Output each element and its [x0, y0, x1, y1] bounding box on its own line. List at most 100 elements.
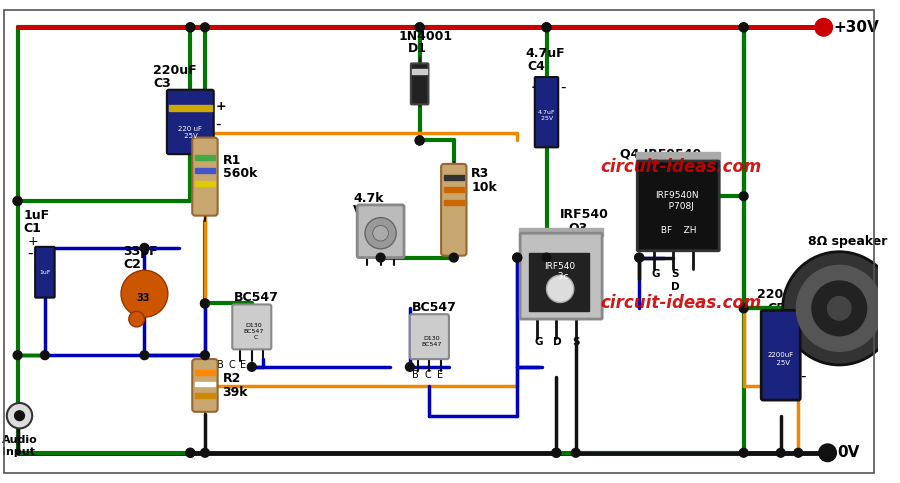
Bar — [195, 393, 215, 398]
Bar — [529, 253, 590, 311]
Text: 1uF: 1uF — [23, 209, 50, 222]
Text: 1N4001: 1N4001 — [398, 29, 453, 43]
Bar — [444, 187, 464, 192]
Text: 2200uF: 2200uF — [757, 288, 810, 301]
Text: BC547: BC547 — [412, 301, 456, 314]
Text: +: + — [531, 81, 542, 94]
Circle shape — [777, 448, 785, 457]
Circle shape — [121, 270, 168, 317]
Bar — [519, 228, 603, 236]
FancyBboxPatch shape — [761, 310, 800, 400]
FancyBboxPatch shape — [166, 90, 213, 154]
FancyBboxPatch shape — [193, 359, 218, 412]
Text: G: G — [652, 269, 661, 279]
Text: C4: C4 — [527, 60, 544, 73]
FancyBboxPatch shape — [441, 164, 466, 256]
Bar — [444, 175, 464, 180]
Circle shape — [186, 448, 194, 457]
FancyBboxPatch shape — [411, 63, 428, 104]
Text: Q1: Q1 — [242, 304, 261, 317]
Circle shape — [739, 23, 748, 32]
Bar — [195, 191, 215, 196]
Bar — [195, 155, 215, 160]
Text: +: + — [27, 236, 38, 248]
Circle shape — [186, 23, 194, 32]
Text: C: C — [229, 360, 235, 370]
Text: -: - — [27, 246, 32, 261]
FancyBboxPatch shape — [520, 233, 602, 319]
FancyBboxPatch shape — [410, 314, 449, 359]
Text: C1: C1 — [23, 222, 41, 235]
Text: D130
BC547: D130 BC547 — [421, 336, 442, 347]
Text: 560k: 560k — [222, 167, 256, 180]
Text: R1: R1 — [222, 154, 241, 167]
Circle shape — [552, 448, 561, 457]
Circle shape — [513, 253, 522, 262]
Circle shape — [572, 448, 580, 457]
Text: IRF540: IRF540 — [560, 208, 609, 221]
Circle shape — [129, 311, 144, 327]
Circle shape — [542, 23, 551, 32]
Text: IRF9540N
   P708J

 BF    ZH: IRF9540N P708J BF ZH — [655, 190, 699, 235]
Bar — [195, 168, 215, 173]
Circle shape — [634, 253, 644, 262]
Text: B: B — [412, 369, 418, 380]
Text: D: D — [554, 337, 562, 346]
Circle shape — [373, 226, 389, 241]
FancyBboxPatch shape — [637, 161, 719, 251]
Text: 1uF: 1uF — [39, 270, 50, 275]
Text: Audio: Audio — [2, 435, 38, 445]
Text: 2200uF
  25V: 2200uF 25V — [768, 352, 794, 366]
Circle shape — [201, 448, 210, 457]
Bar — [444, 200, 464, 205]
FancyBboxPatch shape — [535, 77, 558, 147]
Bar — [195, 182, 215, 186]
Circle shape — [14, 197, 22, 205]
Circle shape — [794, 448, 803, 457]
Text: BC547: BC547 — [234, 291, 279, 304]
Circle shape — [552, 448, 561, 457]
Text: 10k: 10k — [472, 181, 497, 194]
Text: +30V: +30V — [833, 20, 879, 35]
Text: 4.7uF: 4.7uF — [525, 47, 564, 60]
Circle shape — [201, 351, 210, 359]
Circle shape — [796, 266, 882, 351]
Bar — [412, 69, 427, 74]
Text: Q4 IRF9540: Q4 IRF9540 — [620, 148, 701, 161]
Circle shape — [14, 411, 24, 421]
Circle shape — [739, 23, 748, 32]
Circle shape — [828, 297, 851, 320]
Text: -: - — [560, 80, 566, 95]
Circle shape — [14, 351, 22, 359]
Text: Input: Input — [2, 447, 35, 457]
Text: C5: C5 — [767, 302, 785, 315]
Text: 220 uF
 25V: 220 uF 25V — [178, 126, 202, 140]
Text: 33: 33 — [137, 293, 150, 303]
Text: C2: C2 — [123, 258, 140, 271]
FancyBboxPatch shape — [232, 304, 271, 349]
Circle shape — [739, 192, 748, 200]
Circle shape — [814, 18, 832, 36]
Text: Q3: Q3 — [568, 222, 587, 235]
Bar — [169, 105, 211, 111]
Text: 220uF: 220uF — [153, 64, 197, 77]
Circle shape — [186, 23, 194, 32]
Text: E: E — [240, 360, 247, 370]
Text: 33pF: 33pF — [123, 245, 158, 258]
Text: Q2: Q2 — [419, 313, 439, 327]
Circle shape — [819, 444, 836, 462]
Text: D: D — [671, 282, 680, 292]
Text: IRF540
  3c: IRF540 3c — [544, 262, 576, 281]
Circle shape — [201, 23, 210, 32]
Text: 8Ω speaker: 8Ω speaker — [808, 236, 887, 248]
Text: -: - — [800, 369, 806, 384]
FancyBboxPatch shape — [35, 247, 55, 298]
Circle shape — [415, 136, 424, 145]
Circle shape — [415, 23, 424, 32]
Circle shape — [812, 281, 867, 336]
Circle shape — [7, 403, 32, 428]
Circle shape — [415, 136, 424, 145]
Circle shape — [783, 252, 896, 365]
Circle shape — [186, 448, 194, 457]
Text: R2: R2 — [222, 372, 241, 385]
